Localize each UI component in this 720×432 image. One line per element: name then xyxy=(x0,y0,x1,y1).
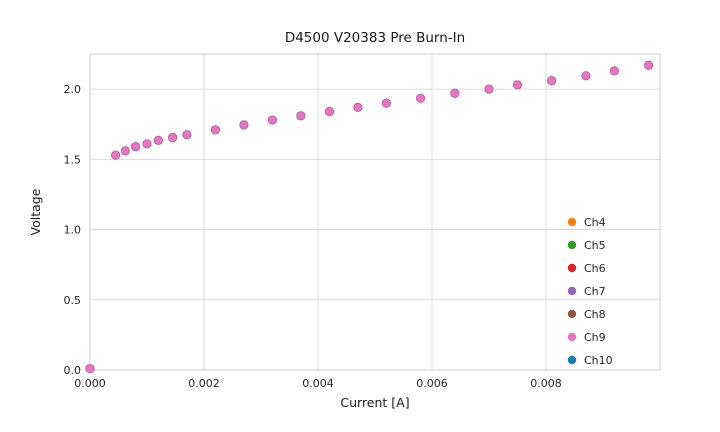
scatter-point-Ch9 xyxy=(643,60,654,70)
scatter-point-Ch9 xyxy=(120,146,130,156)
legend-label-Ch10: Ch10 xyxy=(584,354,613,367)
legend-marker-Ch7 xyxy=(567,286,577,296)
x-tick-label: 0.000 xyxy=(74,377,106,390)
scatter-point-Ch9 xyxy=(130,142,141,152)
gridlines xyxy=(89,54,660,371)
x-tick-label: 0.004 xyxy=(302,377,334,390)
x-axis-label: Current [A] xyxy=(340,395,409,410)
legend-marker-Ch10 xyxy=(567,355,577,365)
legend-label-Ch4: Ch4 xyxy=(584,216,606,229)
y-axis-tick-labels: 0.0 0.5 1.0 1.5 2.0 xyxy=(64,83,82,377)
scatter-point-Ch9 xyxy=(324,106,335,117)
y-tick-label: 0.5 xyxy=(64,294,82,307)
x-tick-label: 0.006 xyxy=(416,377,448,390)
scatter-point-Ch9 xyxy=(210,125,221,135)
scatter-point-Ch9 xyxy=(267,115,278,125)
scatter-point-Ch9 xyxy=(239,120,249,130)
x-tick-label: 0.008 xyxy=(530,377,562,390)
data-points xyxy=(85,60,654,374)
y-axis-label: Voltage xyxy=(28,188,43,235)
chart-title: D4500 V20383 Pre Burn-In xyxy=(285,30,465,46)
y-tick-label: 1.5 xyxy=(64,153,82,166)
scatter-point-Ch9 xyxy=(153,135,164,146)
legend-marker-Ch9 xyxy=(567,332,577,342)
scatter-point-Ch9 xyxy=(353,102,363,113)
y-tick-label: 1.0 xyxy=(64,224,82,237)
legend-label-Ch5: Ch5 xyxy=(584,239,606,252)
scatter-point-Ch9 xyxy=(167,132,178,143)
scatter-point-Ch9 xyxy=(85,363,95,374)
scatter-point-Ch9 xyxy=(484,84,494,94)
scatter-point-Ch9 xyxy=(296,111,306,121)
scatter-point-Ch9 xyxy=(581,71,591,81)
legend-label-Ch8: Ch8 xyxy=(584,308,606,321)
x-tick-label: 0.002 xyxy=(188,377,220,390)
legend-marker-Ch8 xyxy=(567,309,577,319)
scatter-point-Ch9 xyxy=(381,98,392,108)
scatter-point-Ch9 xyxy=(415,93,426,103)
y-tick-label: 2.0 xyxy=(64,83,82,96)
legend-label-Ch9: Ch9 xyxy=(584,331,606,344)
x-axis-tick-labels: 0.000 0.002 0.004 0.006 0.008 xyxy=(74,377,562,390)
legend-marker-Ch6 xyxy=(567,263,577,273)
scatter-point-Ch9 xyxy=(182,130,192,140)
legend-marker-Ch5 xyxy=(567,240,577,250)
scatter-point-Ch9 xyxy=(142,139,152,149)
y-tick-label: 0.0 xyxy=(64,364,82,377)
legend-label-Ch6: Ch6 xyxy=(584,262,606,275)
legend: Ch4 Ch5 Ch6 Ch7 Ch8 Ch9 Ch10 xyxy=(567,216,613,367)
plot-border xyxy=(89,53,661,371)
scatter-point-Ch9 xyxy=(111,150,121,160)
legend-marker-Ch4 xyxy=(567,217,577,227)
scatter-point-Ch9 xyxy=(450,88,460,98)
scatter-point-Ch9 xyxy=(547,76,557,86)
scatter-point-Ch9 xyxy=(512,80,523,90)
scatter-point-Ch9 xyxy=(609,66,620,76)
legend-label-Ch7: Ch7 xyxy=(584,285,606,298)
